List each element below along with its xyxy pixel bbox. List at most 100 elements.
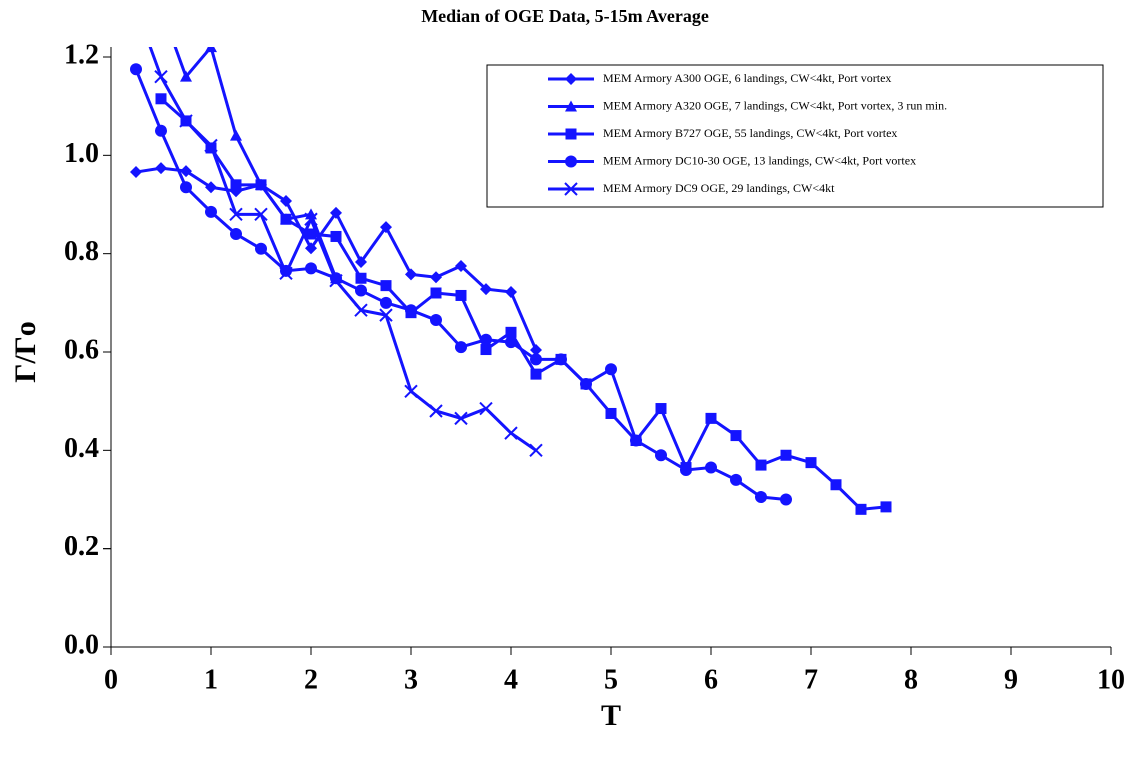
x-tick-label: 9 [1004, 664, 1018, 695]
x-tick-label: 6 [704, 664, 718, 695]
series-line [148, 47, 537, 452]
marker [755, 459, 767, 471]
marker [429, 404, 443, 418]
y-tick-label: 0.8 [64, 236, 99, 267]
marker [355, 284, 367, 297]
marker [279, 266, 293, 281]
marker [329, 274, 343, 288]
marker [880, 501, 892, 513]
marker [530, 353, 542, 366]
marker [730, 430, 742, 442]
marker [830, 479, 842, 491]
marker [180, 165, 192, 178]
marker [530, 344, 542, 357]
marker [565, 128, 577, 140]
marker [780, 449, 792, 461]
marker [655, 449, 667, 462]
chart-title: Median of OGE Data, 5-15m Average [421, 6, 709, 26]
marker [355, 272, 367, 284]
marker [154, 69, 168, 84]
marker [680, 464, 692, 476]
marker [305, 262, 317, 275]
legend-label: MEM Armory DC9 OGE, 29 landings, CW<4kt [603, 181, 835, 195]
marker [305, 242, 317, 255]
legend-label: MEM Armory B727 OGE, 55 landings, CW<4kt… [603, 126, 897, 140]
marker [405, 304, 417, 317]
legend-label: MEM Armory A320 OGE, 7 landings, CW<4kt,… [603, 98, 947, 112]
marker [354, 303, 368, 317]
marker [479, 401, 493, 416]
marker [529, 443, 543, 458]
marker [205, 205, 217, 218]
marker [404, 384, 418, 399]
marker [230, 129, 242, 141]
x-tick-label: 4 [504, 664, 518, 695]
y-tick-label: 0.4 [64, 433, 99, 464]
marker [130, 166, 142, 179]
marker [565, 100, 577, 112]
y-tick-label: 1.0 [64, 138, 99, 169]
marker [229, 207, 243, 222]
marker [430, 314, 442, 327]
marker [480, 333, 492, 346]
x-tick-label: 10 [1097, 664, 1125, 695]
legend-label: MEM Armory A300 OGE, 6 landings, CW<4kt,… [603, 71, 891, 85]
x-tick-label: 1 [204, 664, 218, 695]
marker [330, 230, 342, 242]
legend-box [486, 64, 1104, 208]
marker [130, 2, 142, 14]
x-tick-label: 0 [104, 664, 118, 695]
marker [805, 457, 817, 469]
marker [255, 179, 267, 191]
x-axis-label: T [601, 699, 621, 732]
marker [480, 344, 492, 356]
x-tick-label: 5 [604, 664, 618, 695]
marker [505, 326, 517, 338]
y-tick-label: 0.0 [64, 629, 99, 660]
plot-area [130, 2, 892, 515]
marker [480, 283, 492, 296]
y-tick-label: 1.2 [64, 39, 99, 70]
x-tick-label: 8 [904, 664, 918, 695]
marker [855, 503, 867, 515]
marker [255, 242, 267, 255]
marker [430, 271, 442, 284]
marker [280, 195, 292, 208]
marker [504, 426, 518, 440]
x-tick-label: 3 [404, 664, 418, 695]
marker [455, 341, 467, 354]
marker [155, 2, 167, 13]
marker [155, 93, 167, 105]
marker [454, 411, 468, 426]
marker [230, 179, 242, 191]
y-tick-label: 0.6 [64, 334, 99, 365]
marker [155, 162, 167, 175]
marker [254, 207, 268, 222]
marker [565, 155, 577, 168]
marker [205, 181, 217, 194]
marker [130, 63, 142, 76]
marker [180, 70, 192, 82]
marker [564, 182, 578, 196]
y-tick-label: 0.2 [64, 531, 99, 562]
marker [505, 336, 517, 349]
x-tick-label: 2 [304, 664, 318, 695]
marker [780, 493, 792, 506]
marker [380, 221, 392, 234]
marker [565, 73, 577, 85]
marker [380, 280, 392, 292]
x-tick-label: 7 [804, 664, 818, 695]
marker [505, 286, 517, 299]
marker [705, 461, 717, 474]
marker [555, 353, 567, 366]
marker [330, 206, 342, 219]
y-axis-label: Γ/Γo [9, 321, 42, 383]
marker [455, 259, 467, 272]
marker [630, 434, 642, 447]
marker [379, 308, 393, 322]
marker [405, 268, 417, 281]
marker [655, 403, 667, 415]
marker [230, 228, 242, 240]
marker [730, 473, 742, 486]
